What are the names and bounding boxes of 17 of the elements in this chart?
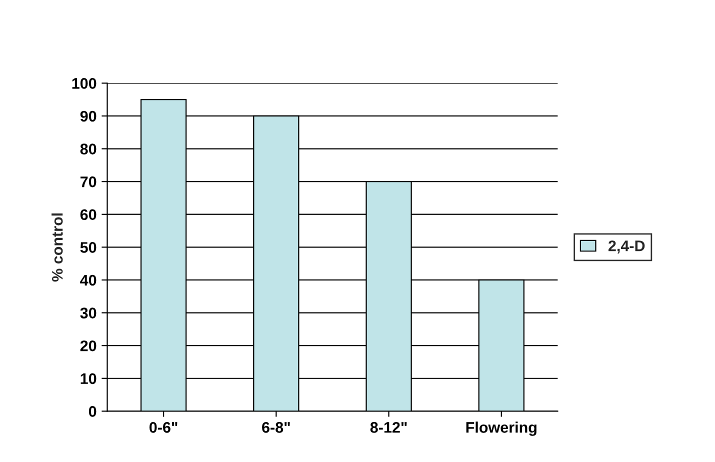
x-tick-label: 8-12" <box>370 422 407 433</box>
y-axis-title: % control <box>52 213 63 282</box>
x-tick-label: Flowering <box>466 422 536 436</box>
x-tick-label: 0-6" <box>150 422 178 433</box>
x-tick-label: 6-8" <box>262 422 290 433</box>
y-tick-label: 30 <box>80 308 96 318</box>
legend-label: 2,4-D <box>608 240 645 254</box>
y-tick-label: 70 <box>80 176 96 188</box>
y-tick-label: 0 <box>88 406 96 417</box>
y-tick-label: 10 <box>80 373 96 384</box>
y-tick-label: 20 <box>80 340 96 352</box>
y-tick-label: 80 <box>80 144 96 154</box>
y-tick-label: 50 <box>80 242 96 253</box>
y-tick-label: 40 <box>80 274 96 286</box>
y-tick-label: 100 <box>72 78 96 89</box>
y-tick-label: 60 <box>80 209 96 220</box>
y-tick-label: 90 <box>80 110 96 122</box>
